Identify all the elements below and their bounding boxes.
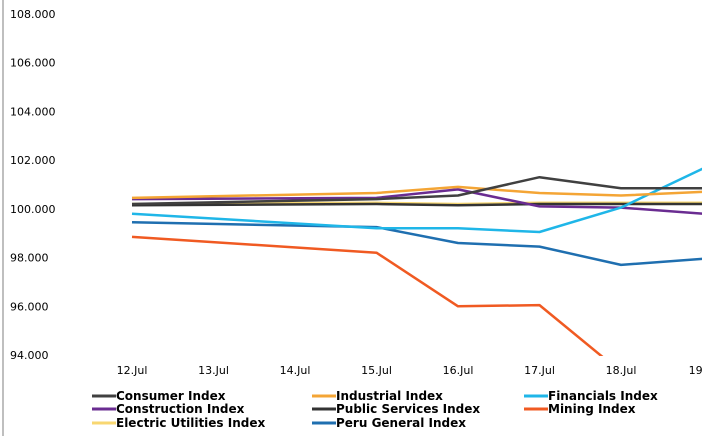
series-line [131,167,702,234]
legend-label: Mining Index [548,402,636,416]
series-line [131,175,702,206]
legend-label: Consumer Index [116,389,226,403]
legend-item: Industrial Index [312,389,443,403]
legend-item: Electric Utilities Index [92,416,265,430]
y-tick-label: 94.000 [10,349,49,362]
x-tick-label: 13.Jul [198,364,229,377]
y-tick-label: 106.000 [10,57,56,70]
legend-label: Industrial Index [336,389,443,403]
x-axis-ticks: 12.Jul 13.Jul 14.Jul 15.Jul 16.Jul 17.Jul 18.J… [117,364,702,377]
legend-item: Peru General Index [312,416,466,430]
x-tick-label: 18.Jul [606,364,637,377]
x-tick-label: 15.Jul [361,364,392,377]
series-line [131,202,702,207]
legend-label: Public Services Index [336,402,480,416]
series-line [131,235,604,356]
series-line [131,188,702,215]
y-tick-label: 108.000 [10,8,56,21]
legend-label: Peru General Index [336,416,466,430]
x-tick-label: 17.Jul [524,364,555,377]
x-tick-label: 14.Jul [280,364,311,377]
y-tick-label: 104.000 [10,105,56,118]
legend-item: Public Services Index [312,402,480,416]
y-tick-label: 96.000 [10,300,49,313]
y-tick-label: 102.000 [10,154,56,167]
legend-label: Financials Index [548,389,658,403]
y-axis-ticks: 94.000 96.000 98.000 100.000 102.000 104.000 1… [10,8,56,362]
series-line [131,185,702,200]
x-tick-label: 19.Ju [689,364,702,377]
legend-item: Consumer Index [92,389,226,403]
legend-label: Construction Index [116,402,245,416]
x-tick-label: 12.Jul [117,364,148,377]
legend-item: Mining Index [524,402,636,416]
y-tick-label: 98.000 [10,252,49,265]
y-tick-label: 100.000 [10,203,56,216]
legend: Consumer Index Industrial Index Financials… [92,389,658,430]
series-lines [131,167,702,356]
legend-item: Construction Index [92,402,245,416]
legend-label: Electric Utilities Index [116,416,265,430]
x-tick-label: 16.Jul [443,364,474,377]
legend-item: Financials Index [524,389,658,403]
